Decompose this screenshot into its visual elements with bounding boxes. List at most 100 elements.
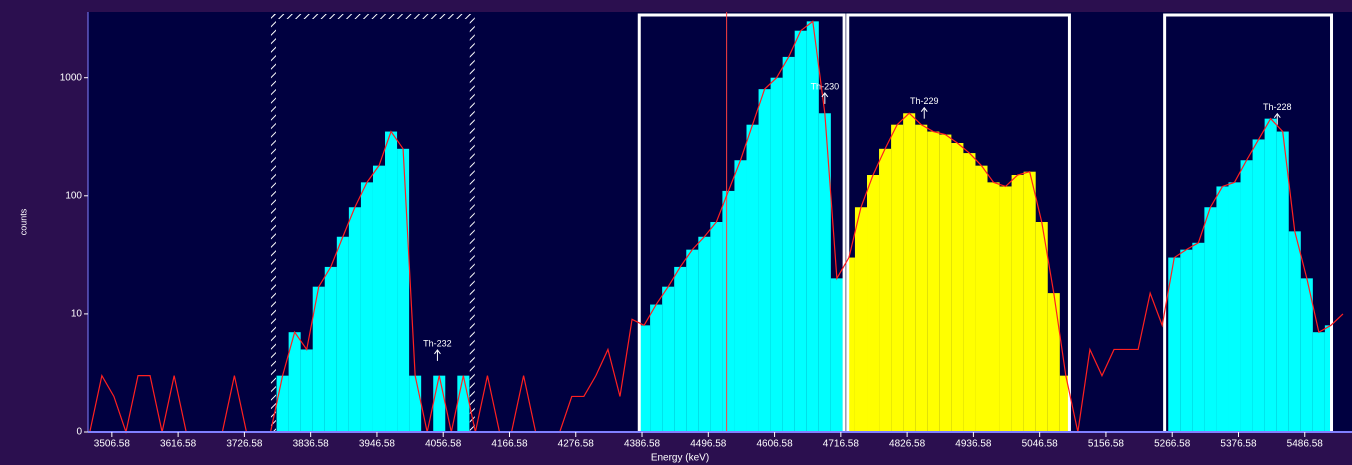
region-bin: [674, 266, 687, 432]
region-bin: [397, 148, 410, 432]
region-bin: [1252, 139, 1265, 432]
region-bin: [1059, 375, 1070, 432]
region-bin: [1204, 207, 1217, 432]
region-bin: [734, 160, 747, 432]
region-bin: [830, 278, 843, 432]
region-bin: [710, 222, 723, 432]
region-box: [1163, 13, 1334, 432]
x-axis-label: Energy (keV): [651, 453, 709, 464]
region-bin: [1011, 175, 1024, 432]
peak-arrowhead: [821, 92, 829, 98]
region-box-top: [272, 14, 472, 19]
region-bin: [818, 113, 831, 432]
region-bin: [457, 375, 470, 432]
region-bin: [1240, 160, 1253, 432]
x-tick-label: 4936.58: [955, 439, 992, 450]
region-bin: [324, 266, 337, 432]
x-tick-label: 3616.58: [160, 439, 197, 450]
region-bin: [722, 190, 735, 432]
region-bin: [1192, 242, 1205, 432]
region-bin: [372, 165, 386, 432]
region-bin: [1264, 118, 1277, 433]
region-bin: [782, 56, 795, 433]
region-box-edge: [270, 14, 276, 432]
region-bin: [300, 349, 313, 432]
x-tick-label: 4606.58: [756, 439, 793, 450]
region-bin: [1035, 222, 1048, 432]
region-bin: [987, 182, 1000, 432]
region-bin: [939, 134, 952, 432]
region-bin: [276, 375, 289, 432]
x-tick-label: 5046.58: [1022, 439, 1059, 450]
region-bin: [1023, 171, 1036, 433]
region-bin: [746, 124, 759, 432]
region-bin: [385, 131, 398, 432]
region-bin: [639, 325, 651, 432]
peak-label: Th-232: [423, 338, 452, 348]
x-tick-label: 4166.58: [491, 439, 528, 450]
x-tick-label: 5486.58: [1287, 439, 1324, 450]
peak-label: Th-230: [811, 81, 840, 91]
region-bin: [891, 124, 904, 432]
y-tick-label: 1000: [60, 72, 83, 83]
x-tick-label: 4056.58: [425, 439, 462, 450]
region-bin: [1324, 325, 1332, 432]
region-bin: [312, 286, 325, 432]
region-bin: [951, 142, 964, 432]
region-bin: [758, 89, 771, 432]
region-bin: [806, 21, 819, 433]
y-tick-label: 100: [65, 190, 82, 201]
x-tick-label: 4716.58: [823, 439, 860, 450]
region-bin: [1276, 131, 1289, 432]
region-bin: [686, 249, 699, 432]
region-bin: [975, 165, 988, 432]
region-bin: [963, 153, 976, 432]
region-bin: [336, 236, 349, 432]
region-bin: [433, 375, 446, 432]
region-bin: [927, 131, 940, 432]
region-bin: [999, 186, 1012, 432]
x-tick-label: 5266.58: [1154, 439, 1191, 450]
region-bin: [1168, 257, 1181, 432]
x-tick-label: 3506.58: [94, 439, 131, 450]
x-tick-label: 5156.58: [1088, 439, 1125, 450]
region-bin: [1288, 231, 1301, 432]
region-bin: [794, 30, 807, 433]
peak-label: Th-228: [1263, 102, 1292, 112]
region-bin: [409, 375, 422, 432]
region-box: [846, 13, 1071, 432]
region-bin: [879, 148, 892, 432]
peak-arrowhead: [434, 349, 441, 355]
region-bin: [1300, 278, 1313, 432]
region-bin: [1312, 332, 1325, 432]
peak-arrowhead: [920, 106, 928, 112]
peak-label: Th-229: [910, 96, 939, 106]
region-bin: [650, 304, 663, 432]
region-bin: [847, 257, 855, 432]
x-tick-label: 4496.58: [690, 439, 727, 450]
x-tick-label: 4826.58: [889, 439, 926, 450]
region-bin: [915, 124, 928, 432]
region-bin: [662, 286, 675, 432]
region-bin: [360, 182, 373, 432]
region-bin: [1180, 249, 1193, 432]
x-tick-label: 5376.58: [1220, 439, 1257, 450]
region-bin: [1228, 182, 1241, 432]
region-box: [637, 13, 846, 432]
region-bin: [770, 77, 783, 432]
spectrum-line: [89, 20, 1344, 435]
y-tick-label: 10: [71, 309, 83, 320]
x-tick-label: 3836.58: [293, 439, 330, 450]
x-tick-label: 3726.58: [226, 439, 263, 450]
region-bin: [348, 207, 361, 432]
region-bin: [903, 113, 916, 432]
peak-arrowhead: [1273, 112, 1281, 118]
region-bin: [288, 332, 301, 432]
x-tick-label: 4276.58: [558, 439, 595, 450]
region-bin: [1047, 293, 1060, 432]
y-axis-label: counts: [18, 208, 28, 235]
region-bin: [854, 207, 868, 432]
region-bin: [867, 175, 880, 432]
x-tick-label: 4386.58: [624, 439, 661, 450]
